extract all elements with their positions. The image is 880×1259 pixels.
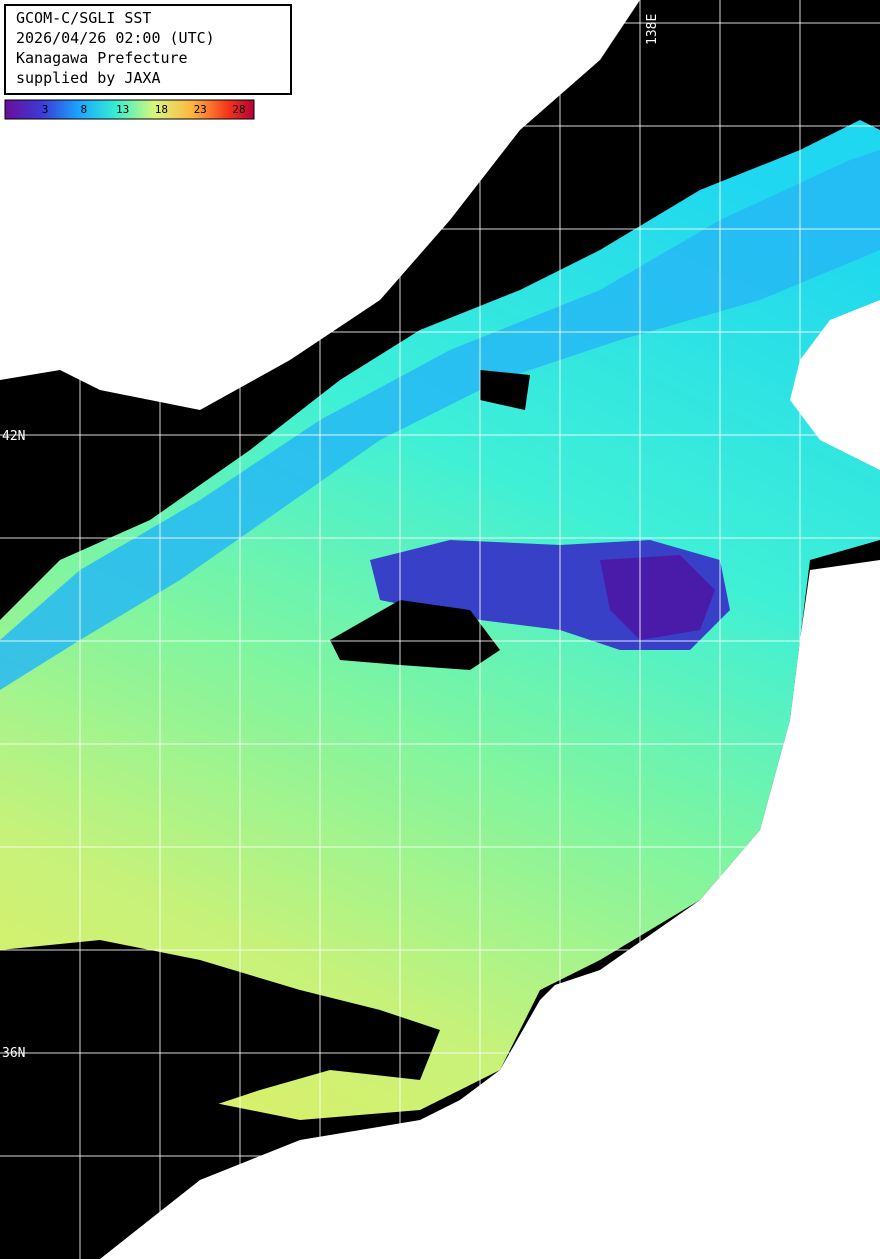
cool-band xyxy=(0,150,880,690)
colorbar xyxy=(4,99,255,120)
lon-label: 138E xyxy=(645,14,660,45)
colorbar-tick: 13 xyxy=(116,103,129,116)
header-line: supplied by JAXA xyxy=(16,69,161,87)
colorbar-tick: 18 xyxy=(155,103,168,116)
header-line: 2026/04/26 02:00 (UTC) xyxy=(16,29,215,47)
cloud xyxy=(0,940,440,1150)
header-line: GCOM-C/SGLI SST xyxy=(16,9,151,27)
colorbar-tick: 3 xyxy=(42,103,49,116)
land xyxy=(100,560,880,1259)
header-box xyxy=(4,4,292,95)
cloud xyxy=(330,600,500,670)
colorbar-tick: 8 xyxy=(80,103,87,116)
land xyxy=(160,110,215,165)
colorbar-tick: 28 xyxy=(232,103,245,116)
lat-label: 42N xyxy=(2,429,25,444)
cloud xyxy=(480,370,530,410)
lat-label: 36N xyxy=(2,1046,25,1061)
land xyxy=(790,300,880,470)
colorbar-tick: 23 xyxy=(194,103,207,116)
header-line: Kanagawa Prefecture xyxy=(16,49,188,67)
cold-core xyxy=(600,555,715,640)
